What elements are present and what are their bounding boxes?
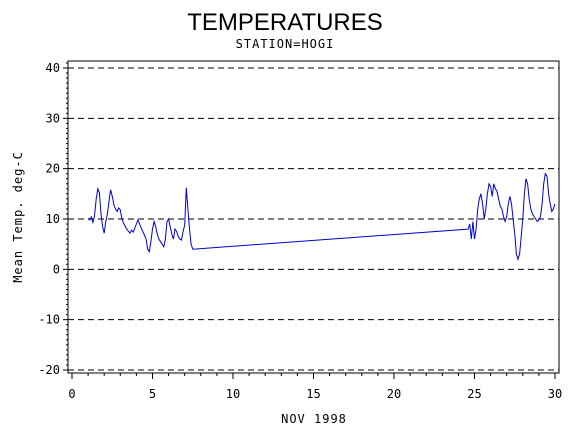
x-tick-label: 10 bbox=[226, 387, 240, 401]
y-tick-label: 20 bbox=[46, 162, 60, 176]
y-tick-label: -20 bbox=[38, 363, 60, 377]
x-tick-label: 25 bbox=[467, 387, 481, 401]
x-tick-label: 20 bbox=[387, 387, 401, 401]
x-axis-label: NOV 1998 bbox=[281, 412, 347, 426]
y-axis: -20 -10 0 10 20 30 40 bbox=[38, 61, 68, 377]
y-tick-label: 40 bbox=[46, 61, 60, 75]
x-tick-label: 0 bbox=[68, 387, 75, 401]
y-tick-label: 30 bbox=[46, 111, 60, 125]
series-layer bbox=[87, 172, 556, 261]
x-tick-label: 5 bbox=[149, 387, 156, 401]
grid bbox=[68, 67, 559, 371]
y-tick-label: 10 bbox=[46, 212, 60, 226]
y-axis-label: Mean Temp. deg-C bbox=[11, 151, 25, 283]
chart-subtitle: STATION=HOGI bbox=[236, 37, 335, 51]
x-axis: 0 5 10 15 20 25 30 bbox=[68, 373, 562, 401]
x-tick-label: 15 bbox=[306, 387, 320, 401]
y-tick-label: 0 bbox=[53, 262, 60, 276]
plot-frame bbox=[67, 60, 560, 374]
y-tick-label: -10 bbox=[38, 313, 60, 327]
series-line bbox=[87, 172, 556, 261]
x-tick-label: 30 bbox=[548, 387, 562, 401]
chart-title: TEMPERATURES bbox=[187, 9, 383, 36]
